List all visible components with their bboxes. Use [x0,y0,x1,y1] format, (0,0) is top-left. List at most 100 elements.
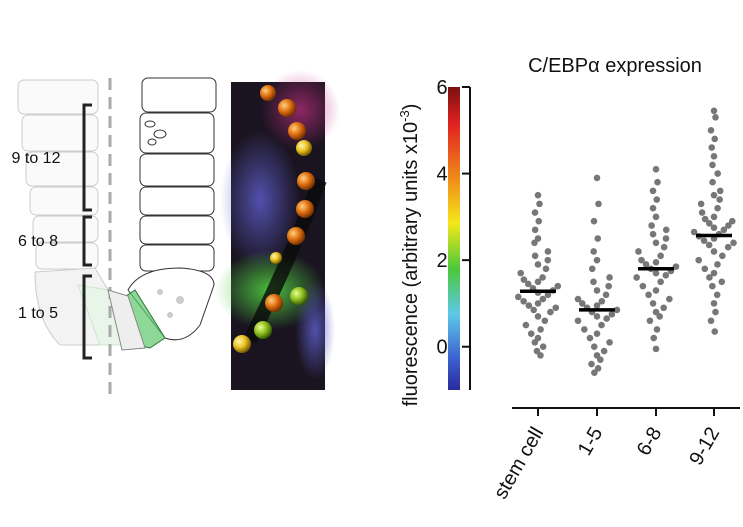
x-tick-label: 6-8 [633,424,667,460]
data-point [646,317,654,325]
data-point [525,302,533,309]
data-point [725,222,732,229]
data-point [649,204,657,212]
data-point [593,174,601,182]
data-point [598,297,606,305]
data-point [706,274,713,281]
data-point [591,369,598,376]
crypt-diagram: 9 to 12 6 to 8 1 to 5 [12,77,217,400]
data-point [613,306,621,314]
data-point [530,306,538,314]
data-point [574,317,582,325]
data-point [705,241,713,249]
data-point [603,315,610,322]
data-point [730,239,737,247]
data-point [695,256,703,264]
x-tick-label: 1-5 [574,424,608,460]
data-point [534,300,542,307]
data-point [606,274,613,281]
data-point [653,326,661,333]
data-point [714,261,721,268]
data-point [652,213,660,221]
data-point [710,152,718,160]
data-point [714,204,721,212]
data-point [590,248,597,255]
data-point [707,126,715,134]
y-tick-label: 6 [436,77,447,99]
data-point [593,313,601,320]
data-point [662,226,670,234]
data-point [606,339,613,346]
data-point [660,243,668,251]
data-point [672,263,680,270]
data-point [595,200,602,208]
data-point [713,291,721,299]
data-point [588,265,596,273]
data-point [710,224,718,231]
data-point [586,334,594,342]
data-point [552,304,560,312]
diagram-label: 9 to 12 [12,150,61,167]
y-label-end: ) [400,104,422,111]
data-point [709,282,716,290]
data-point [536,200,543,208]
data-point [712,114,719,121]
data-point [709,161,716,169]
data-point [539,295,547,303]
data-point [639,282,647,290]
x-tick-label: 9-12 [685,424,724,470]
data-point [600,347,608,355]
data-point [724,243,732,251]
data-point [544,291,552,299]
data-point [649,300,657,307]
data-point [712,308,719,316]
data-point [652,345,660,353]
data-point [710,269,718,277]
data-point [594,365,602,372]
crypt-cells [107,77,217,351]
data-point [537,352,544,359]
data-point [520,297,527,305]
data-point [588,360,595,368]
data-point [593,287,601,294]
diagram-label: 6 to 8 [18,233,58,250]
data-point [698,209,706,216]
data-point [645,291,652,299]
data-point [542,265,550,273]
data-point [531,252,539,260]
data-point [524,280,532,288]
data-point [539,274,546,281]
data-point [574,295,582,303]
data-point [710,191,718,199]
data-point [514,293,522,301]
data-point [728,217,736,225]
data-point [547,308,554,316]
data-point [590,278,597,286]
data-point [716,187,724,195]
data-point [531,209,539,216]
data-point [539,343,547,351]
data-point [531,339,539,346]
data-point [662,271,670,279]
y-tick-label: 0 [436,337,447,359]
y-tick-label: 2 [436,250,447,272]
data-point [657,278,664,286]
data-point [700,237,708,244]
data-point [537,326,544,333]
data-point [554,282,562,290]
data-point [697,200,705,208]
data-point [534,313,542,320]
data-point [541,317,549,325]
data-point [656,313,663,320]
data-point [534,278,542,286]
data-point [654,178,661,186]
data-point [598,321,605,329]
colorbar [448,87,460,390]
data-point [711,135,719,143]
data-point [652,165,660,173]
brackets [82,103,92,360]
data-point [535,217,543,225]
data-point [531,226,539,234]
data-point [602,291,610,299]
